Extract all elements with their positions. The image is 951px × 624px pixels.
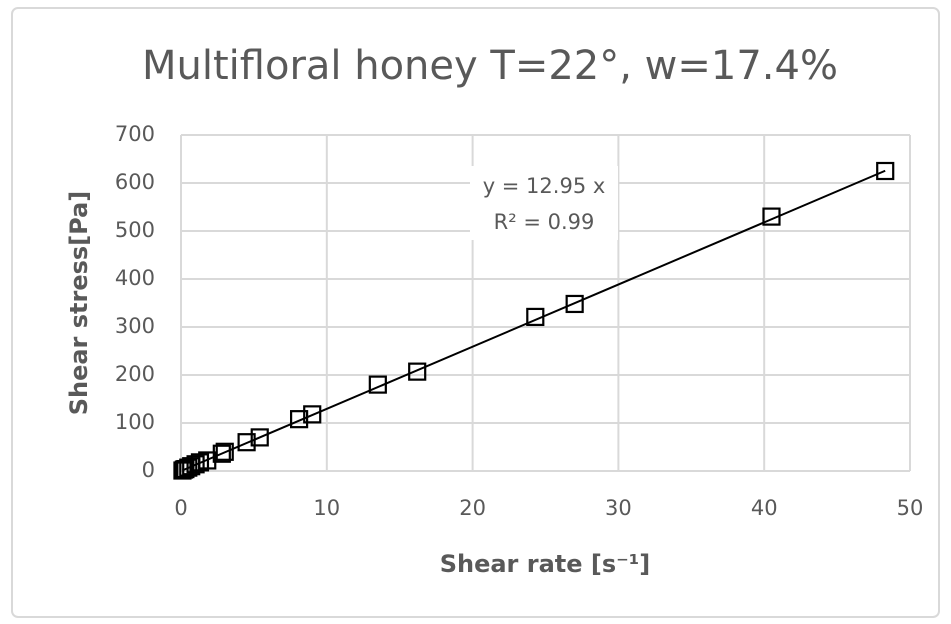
trendline-label-box xyxy=(470,166,618,240)
y-axis-label: Shear stress[Pa] xyxy=(65,191,93,416)
x-tick-label: 0 xyxy=(174,496,187,520)
chart-title: Multifloral honey T=22°, w=17.4% xyxy=(142,43,838,89)
data-point xyxy=(289,410,309,429)
chart-border xyxy=(11,7,940,618)
y-tick-label: 300 xyxy=(115,314,155,338)
x-tick-label: 50 xyxy=(897,496,924,520)
data-point xyxy=(212,444,231,463)
y-tick-label: 400 xyxy=(115,266,155,290)
data-point xyxy=(215,442,234,461)
data-point xyxy=(176,459,195,479)
y-tick-label: 100 xyxy=(115,410,155,434)
data-point xyxy=(876,161,895,181)
x-tick-label: 30 xyxy=(605,496,632,520)
data-point xyxy=(303,405,322,424)
trendline xyxy=(182,169,886,472)
y-tick-label: 500 xyxy=(115,218,155,242)
data-point xyxy=(250,428,269,447)
data-point xyxy=(186,455,205,474)
data-point xyxy=(565,294,584,314)
data-point xyxy=(368,375,387,394)
y-tick-label: 700 xyxy=(115,122,155,146)
trendline-label: y = 12.95 x xyxy=(483,174,606,198)
y-tick-label: 200 xyxy=(115,362,155,386)
data-point xyxy=(526,307,545,327)
x-tick-label: 40 xyxy=(751,496,778,520)
data-point xyxy=(198,451,217,470)
data-point xyxy=(762,207,781,226)
trendline-label: R² = 0.99 xyxy=(494,210,595,234)
x-tick-label: 20 xyxy=(459,496,486,520)
x-tick-label: 10 xyxy=(313,496,340,520)
y-tick-label: 600 xyxy=(115,170,155,194)
y-tick-label: 0 xyxy=(142,458,155,482)
data-point xyxy=(237,433,256,452)
data-point xyxy=(408,362,427,381)
x-axis-label: Shear rate [s⁻¹] xyxy=(440,550,651,578)
